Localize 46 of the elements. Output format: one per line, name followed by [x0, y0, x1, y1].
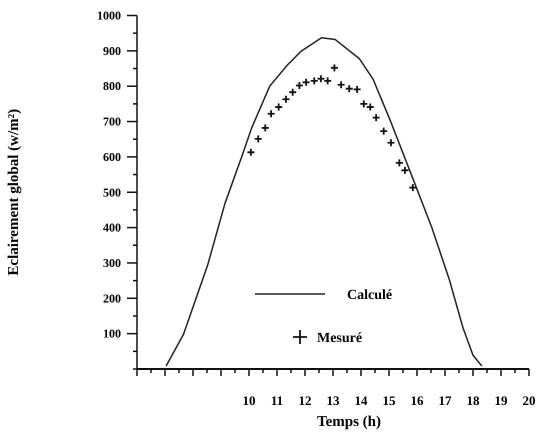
- point: [295, 81, 304, 90]
- point: [274, 102, 284, 112]
- y-tick-label: 300: [103, 256, 121, 270]
- x-tick-label: 12: [298, 393, 312, 408]
- point: [344, 84, 354, 94]
- point: [408, 183, 418, 192]
- y-tick-label: 400: [103, 220, 121, 235]
- x-tick-label: 13: [326, 393, 340, 408]
- point: [394, 158, 404, 168]
- y-tick-label: 700: [103, 114, 121, 129]
- line-series: [166, 37, 482, 366]
- x-tick-label: 14: [354, 393, 368, 408]
- point: [386, 138, 396, 148]
- x-axis-title: Temps (h): [316, 414, 382, 430]
- point: [400, 166, 410, 175]
- point: [266, 109, 276, 118]
- point: [379, 126, 388, 136]
- y-tick-label: 100: [103, 326, 121, 341]
- point: [260, 124, 270, 132]
- x-tick-label: 19: [494, 393, 508, 408]
- x-tick-label: 10: [242, 393, 256, 408]
- point: [336, 80, 346, 90]
- point: [372, 113, 381, 122]
- y-tick-label: 900: [103, 44, 121, 58]
- x-tick-label: 11: [270, 393, 284, 408]
- point: [310, 76, 319, 86]
- y-tick-label: 200: [103, 291, 121, 306]
- y-tick-label: 500: [103, 185, 121, 200]
- point: [246, 148, 256, 157]
- y-tick-label: 800: [103, 79, 121, 94]
- x-tick-label: 20: [522, 393, 536, 408]
- x-tick-label: 17: [438, 393, 452, 408]
- point: [352, 84, 362, 94]
- point: [330, 63, 339, 72]
- legend-label: Mesuré: [317, 331, 362, 346]
- point: [282, 94, 290, 104]
- point: [288, 88, 298, 97]
- x-tick-label: 18: [466, 393, 480, 408]
- point: [254, 134, 263, 144]
- legend-label: Calculé: [347, 288, 392, 303]
- x-tick-label: 15: [382, 393, 396, 408]
- x-tick-label: 16: [410, 393, 424, 408]
- y-tick-label: 1000: [97, 8, 121, 22]
- point: [302, 78, 311, 87]
- y-axis-title: Eclairement global (w/m²): [6, 108, 22, 276]
- y-tick-label: 600: [103, 150, 121, 164]
